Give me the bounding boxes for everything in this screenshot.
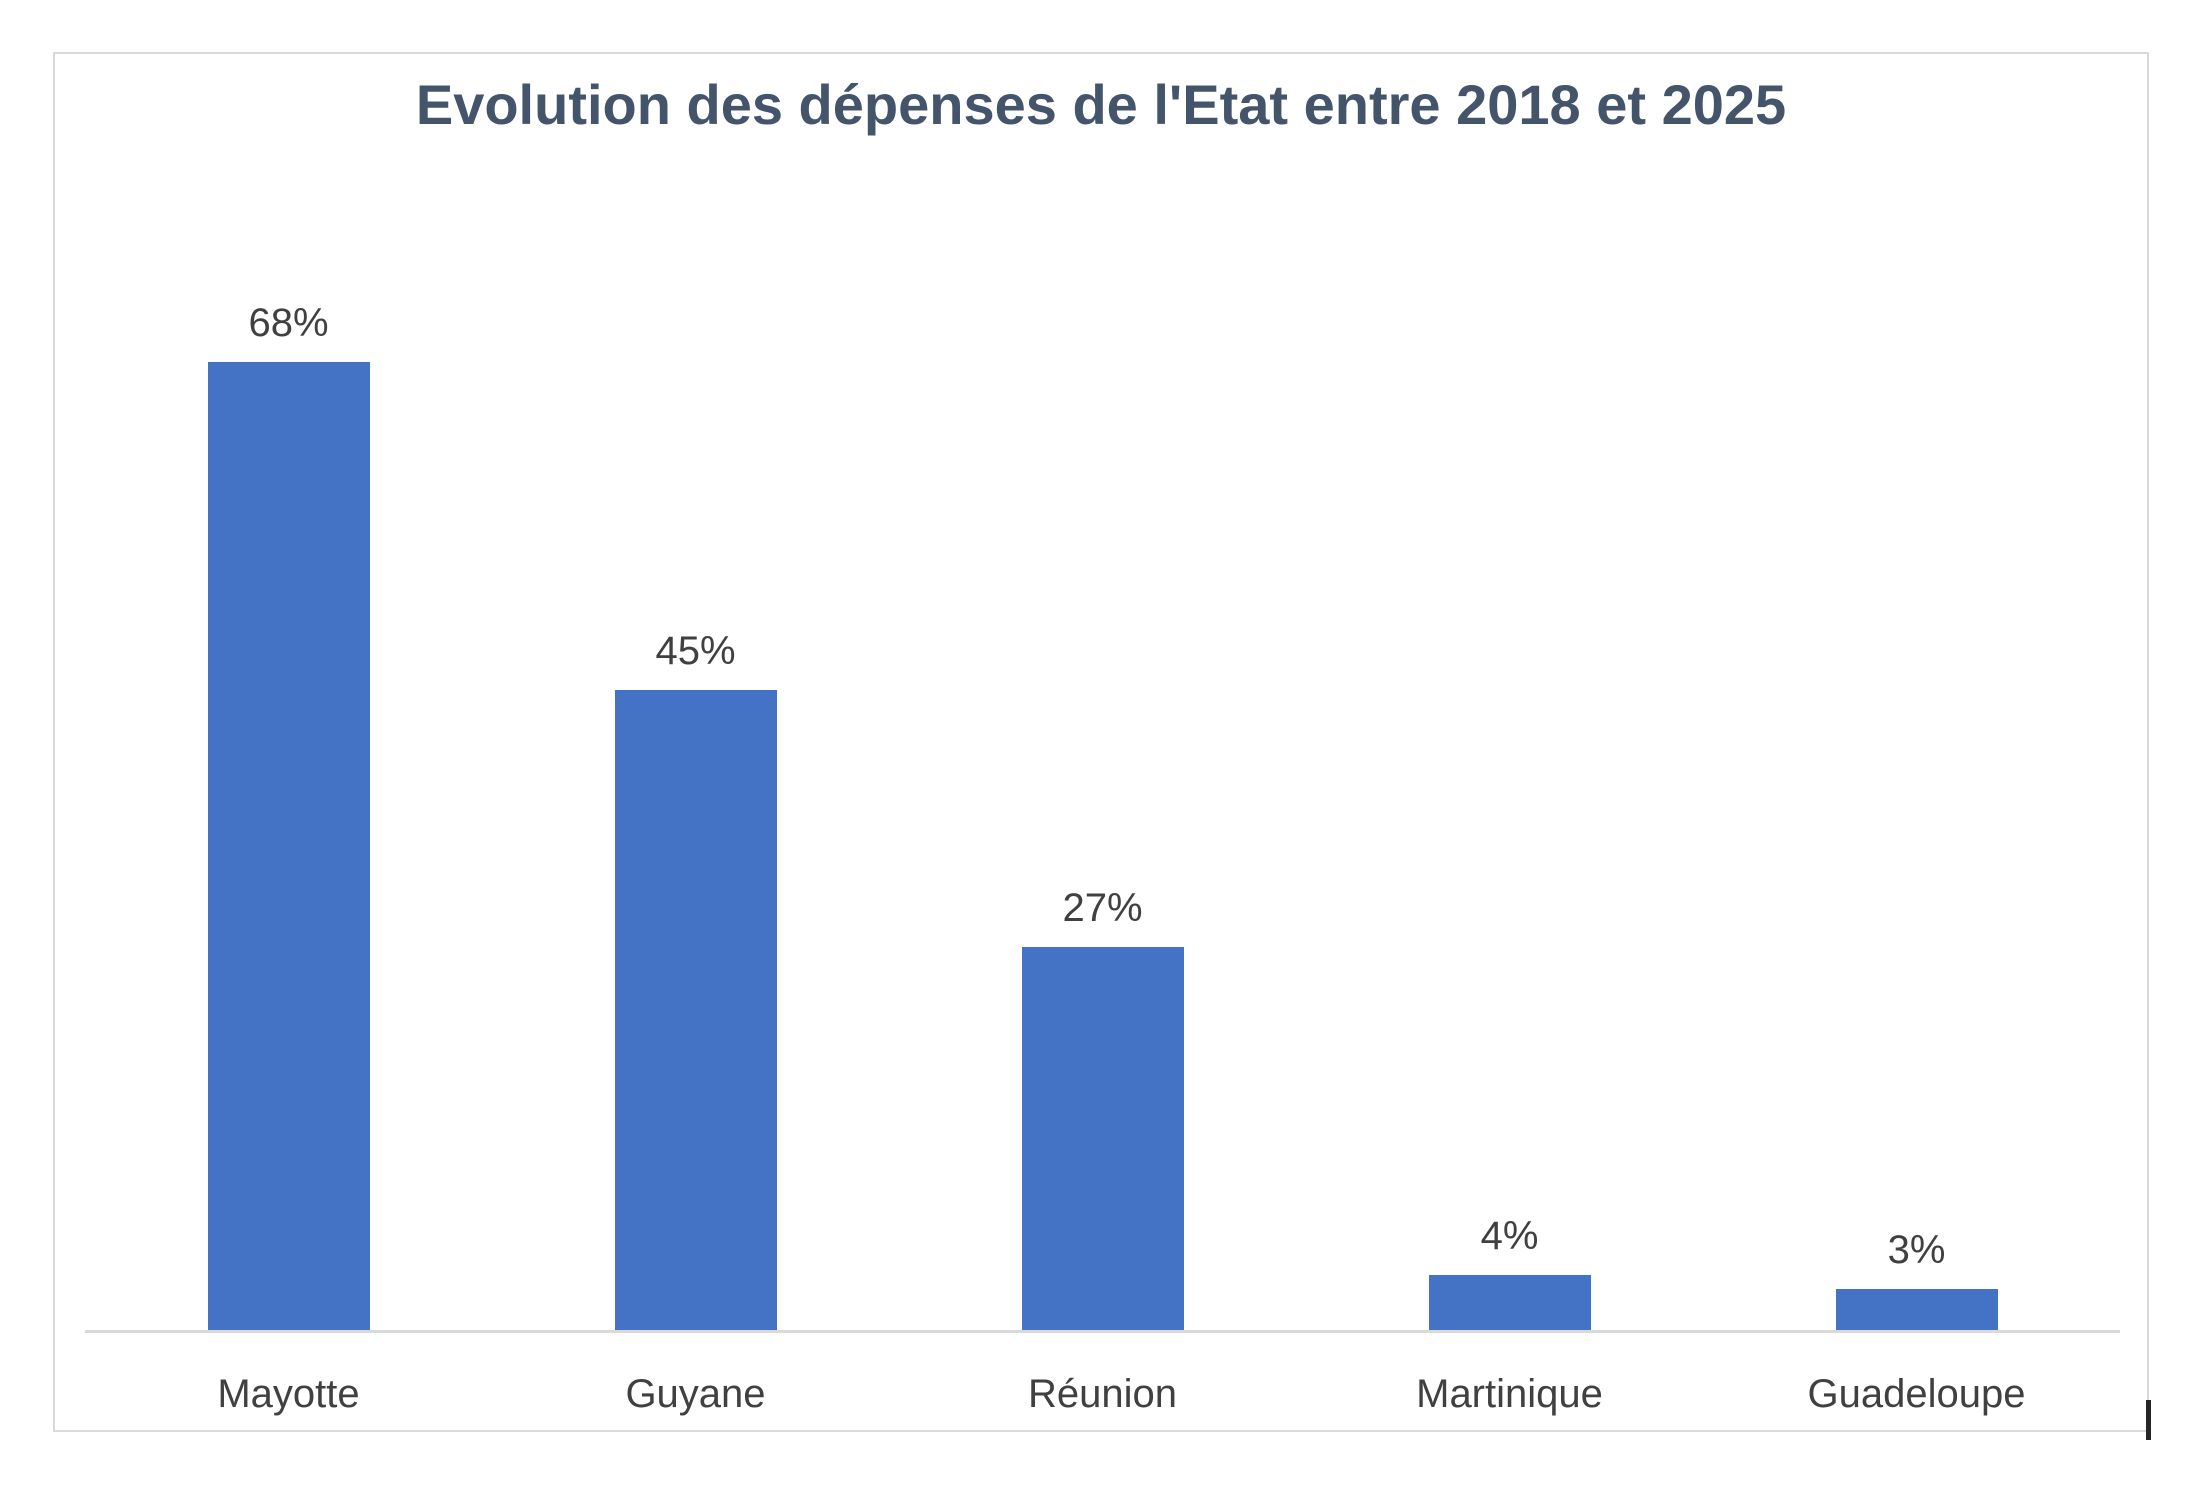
x-axis-label-guyane: Guyane — [625, 1372, 766, 1416]
text-cursor — [2146, 1400, 2151, 1440]
x-axis-label-reunion: Réunion — [1027, 1372, 1178, 1416]
plot-area: 68% 45% 27% 4% 3% — [85, 54, 2120, 1332]
x-axis-line — [85, 1330, 2120, 1333]
x-axis-label-guadeloupe: Guadeloupe — [1807, 1372, 2026, 1416]
bar-martinique[interactable] — [1429, 1275, 1591, 1332]
bar-value-label: 27% — [1062, 886, 1143, 930]
chart-frame[interactable]: Evolution des dépenses de l'Etat entre 2… — [53, 52, 2149, 1432]
bar-guyane[interactable] — [615, 690, 777, 1332]
bar-value-label: 4% — [1480, 1214, 1539, 1258]
chart-title: Evolution des dépenses de l'Etat entre 2… — [415, 73, 1787, 136]
bar-reunion[interactable] — [1022, 947, 1184, 1332]
x-axis-label-mayotte: Mayotte — [217, 1372, 360, 1416]
bar-guadeloupe[interactable] — [1836, 1289, 1998, 1332]
bar-value-label: 68% — [248, 301, 329, 345]
x-axis-label-martinique: Martinique — [1416, 1372, 1603, 1416]
bar-value-label: 45% — [655, 629, 736, 673]
bar-mayotte[interactable] — [208, 362, 370, 1332]
bar-value-label: 3% — [1887, 1228, 1946, 1272]
